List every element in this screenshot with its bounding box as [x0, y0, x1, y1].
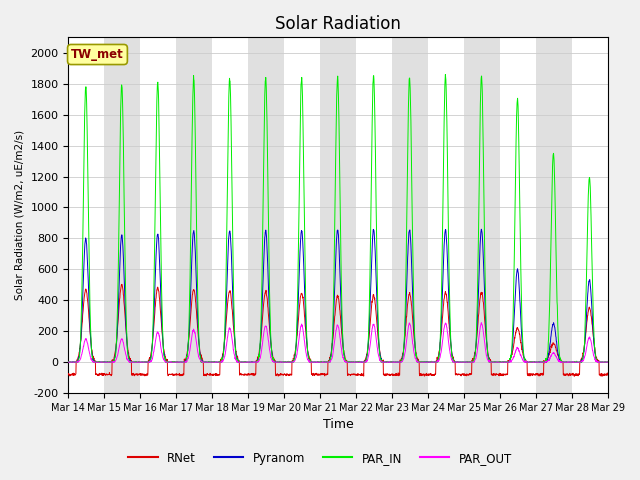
Bar — [177, 37, 212, 393]
Bar — [536, 37, 572, 393]
Pyranom — [477, 227, 485, 232]
Bar — [500, 37, 536, 393]
RNet — [215, 372, 223, 377]
Title: Solar Radiation: Solar Radiation — [275, 15, 401, 33]
Pyranom — [572, 360, 579, 365]
PAR_OUT — [354, 359, 362, 365]
PAR_OUT — [215, 360, 223, 365]
Y-axis label: Solar Radiation (W/m2, uE/m2/s): Solar Radiation (W/m2, uE/m2/s) — [15, 130, 25, 300]
X-axis label: Time: Time — [323, 419, 353, 432]
Pyranom — [495, 360, 502, 365]
Bar — [320, 37, 356, 393]
PAR_IN — [442, 72, 449, 77]
PAR_IN — [495, 360, 503, 365]
RNet — [118, 281, 125, 287]
Bar — [572, 37, 608, 393]
Bar — [212, 37, 248, 393]
PAR_IN — [215, 359, 223, 365]
RNet — [598, 373, 606, 379]
Bar — [248, 37, 284, 393]
PAR_IN — [65, 359, 72, 365]
Pyranom — [365, 324, 373, 330]
Pyranom — [604, 360, 612, 365]
Bar — [392, 37, 428, 393]
PAR_IN — [557, 357, 564, 362]
RNet — [354, 371, 362, 377]
Bar — [356, 37, 392, 393]
Bar — [68, 37, 104, 393]
RNet — [495, 372, 502, 378]
PAR_OUT — [572, 360, 579, 365]
PAR_OUT — [604, 360, 612, 365]
Bar — [464, 37, 500, 393]
RNet — [572, 371, 579, 377]
Pyranom — [556, 357, 564, 362]
Pyranom — [215, 359, 223, 365]
Line: Pyranom: Pyranom — [68, 229, 608, 362]
Line: PAR_IN: PAR_IN — [68, 74, 608, 362]
RNet — [604, 371, 612, 376]
Line: PAR_OUT: PAR_OUT — [68, 323, 608, 362]
RNet — [65, 371, 72, 376]
Bar — [104, 37, 140, 393]
Legend: RNet, Pyranom, PAR_IN, PAR_OUT: RNet, Pyranom, PAR_IN, PAR_OUT — [124, 447, 516, 469]
Bar — [284, 37, 320, 393]
PAR_OUT — [477, 320, 485, 325]
Bar — [428, 37, 464, 393]
PAR_IN — [604, 359, 612, 365]
RNet — [365, 330, 373, 336]
PAR_IN — [354, 359, 362, 365]
Text: TW_met: TW_met — [71, 48, 124, 61]
PAR_IN — [365, 299, 373, 304]
PAR_OUT — [495, 360, 503, 365]
PAR_OUT — [557, 360, 564, 365]
PAR_OUT — [65, 360, 72, 365]
Line: RNet: RNet — [68, 284, 608, 376]
PAR_IN — [572, 359, 579, 365]
RNet — [556, 358, 564, 363]
PAR_OUT — [365, 347, 373, 353]
Pyranom — [353, 360, 361, 365]
PAR_OUT — [65, 359, 72, 365]
Pyranom — [65, 360, 72, 365]
PAR_IN — [65, 360, 72, 365]
Bar — [140, 37, 177, 393]
